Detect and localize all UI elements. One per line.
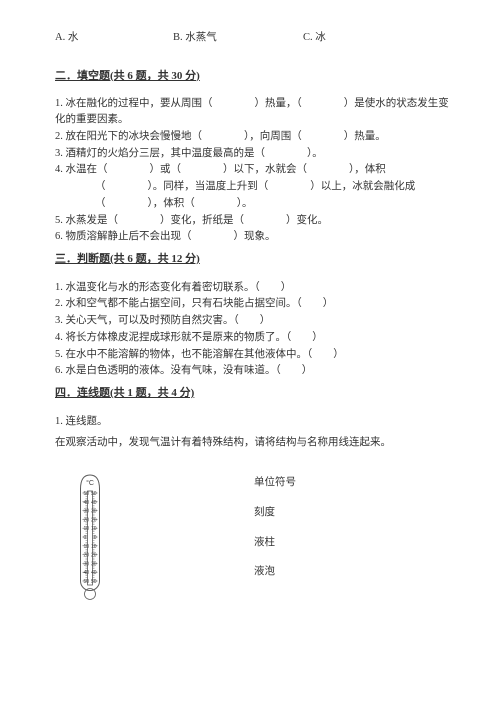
label-unit: 单位符号 xyxy=(254,475,296,491)
svg-text:30: 30 xyxy=(84,561,90,567)
fill-q4a: 4. 水温在（ ）或（ ）以下，水就会（ ），体积 xyxy=(55,162,455,178)
judge-q1: 1. 水温变化与水的形态变化有着密切联系。（ ） xyxy=(55,280,455,296)
svg-text:10: 10 xyxy=(91,526,97,532)
fill-q1: 1. 冰在融化的过程中，要从周围（ ）热量，（ ）是使水的状态发生变化的重要因素… xyxy=(55,96,455,128)
svg-text:40: 40 xyxy=(84,500,90,506)
fill-q2: 2. 放在阳光下的冰块会慢慢地（ ），向周围（ ）热量。 xyxy=(55,129,455,145)
svg-text:°C: °C xyxy=(86,479,94,487)
section-fill-title: 二．填空题(共 6 题，共 30 分) xyxy=(55,68,455,85)
label-column: 液柱 xyxy=(254,535,296,551)
match-labels: 单位符号 刻度 液柱 液泡 xyxy=(254,471,296,594)
section-judge-title: 三．判断题(共 6 题，共 12 分) xyxy=(55,251,455,268)
choice-a: A. 水 xyxy=(55,30,173,46)
fill-q5: 5. 水蒸发是（ ）变化，折纸是（ ）变化。 xyxy=(55,213,455,229)
fill-q6: 6. 物质溶解静止后不会出现（ ）现象。 xyxy=(55,229,455,245)
svg-text:40: 40 xyxy=(91,500,97,506)
fill-q4b: （ ）。同样，当温度上升到（ ）以上，冰就会融化成 xyxy=(55,179,455,195)
match-q1: 1. 连线题。 xyxy=(55,414,455,430)
svg-text:50: 50 xyxy=(84,579,90,585)
section-match-title: 四．连线题(共 1 题，共 4 分) xyxy=(55,385,455,402)
svg-text:10: 10 xyxy=(84,526,90,532)
match-area: °C50504040303020201010001010202030304040… xyxy=(55,471,455,612)
svg-text:50: 50 xyxy=(91,579,97,585)
svg-text:20: 20 xyxy=(91,517,97,523)
svg-text:40: 40 xyxy=(91,570,97,576)
judge-q2: 2. 水和空气都不能占据空间，只有石块能占据空间。（ ） xyxy=(55,296,455,312)
svg-text:10: 10 xyxy=(91,544,97,550)
judge-q3: 3. 关心天气，可以及时预防自然灾害。（ ） xyxy=(55,313,455,329)
label-bulb: 液泡 xyxy=(254,564,296,580)
svg-text:40: 40 xyxy=(84,570,90,576)
choice-c: C. 冰 xyxy=(303,30,455,46)
thermometer-icon: °C50504040303020201010001010202030304040… xyxy=(61,471,119,606)
match-prompt: 在观察活动中，发现气温计有着特殊结构，请将结构与名称用线连起来。 xyxy=(55,435,455,451)
judge-q4: 4. 将长方体橡皮泥捏成球形就不是原来的物质了。（ ） xyxy=(55,330,455,346)
svg-text:0: 0 xyxy=(94,535,97,541)
svg-text:30: 30 xyxy=(91,509,97,515)
svg-text:20: 20 xyxy=(91,553,97,559)
choice-b: B. 水蒸气 xyxy=(173,30,303,46)
fill-q3: 3. 酒精灯的火焰分三层，其中温度最高的是（ ）。 xyxy=(55,146,455,162)
judge-q5: 5. 在水中不能溶解的物体，也不能溶解在其他液体中。（ ） xyxy=(55,347,455,363)
svg-text:50: 50 xyxy=(91,491,97,497)
fill-q4c: （ ），体积（ ）。 xyxy=(55,196,455,212)
label-scale: 刻度 xyxy=(254,505,296,521)
svg-text:30: 30 xyxy=(91,561,97,567)
svg-text:10: 10 xyxy=(84,544,90,550)
svg-text:0: 0 xyxy=(84,535,87,541)
svg-text:50: 50 xyxy=(84,491,90,497)
svg-text:30: 30 xyxy=(84,509,90,515)
mc-choices-row: A. 水 B. 水蒸气 C. 冰 xyxy=(55,30,455,46)
judge-q6: 6. 水是白色透明的液体。没有气味，没有味道。（ ） xyxy=(55,363,455,379)
svg-text:20: 20 xyxy=(84,553,90,559)
thermometer-figure: °C50504040303020201010001010202030304040… xyxy=(61,471,119,612)
svg-text:20: 20 xyxy=(84,517,90,523)
